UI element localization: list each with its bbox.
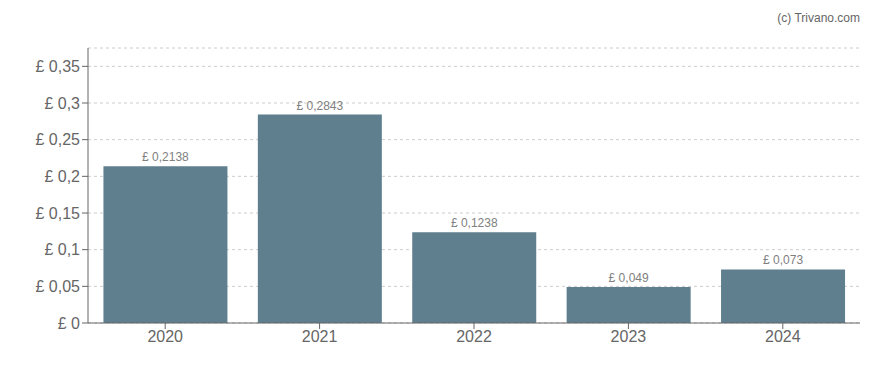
svg-text:2023: 2023 [611,328,647,345]
svg-text:2020: 2020 [147,328,183,345]
svg-text:£ 0,049: £ 0,049 [609,271,649,285]
svg-text:£ 0,1238: £ 0,1238 [451,216,498,230]
html-text:(c) Trivano.com: (c) Trivano.com [777,11,860,25]
svg-text:£ 0,15: £ 0,15 [36,205,81,222]
svg-text:£ 0,1: £ 0,1 [44,241,80,258]
svg-text:£ 0,2843: £ 0,2843 [296,99,343,113]
svg-text:£ 0: £ 0 [58,315,80,332]
svg-text:£ 0,073: £ 0,073 [763,253,803,267]
svg-text:2022: 2022 [456,328,492,345]
svg-text:£ 0,25: £ 0,25 [36,131,81,148]
svg-text:£ 0,3: £ 0,3 [44,95,80,112]
svg-text:£ 0,2: £ 0,2 [44,168,80,185]
svg-text:2021: 2021 [302,328,338,345]
svg-text:£ 0,05: £ 0,05 [36,278,81,295]
svg-text:2024: 2024 [765,328,801,345]
svg-text:£ 0,2138: £ 0,2138 [142,150,189,164]
svg-text:£ 0,35: £ 0,35 [36,58,81,75]
